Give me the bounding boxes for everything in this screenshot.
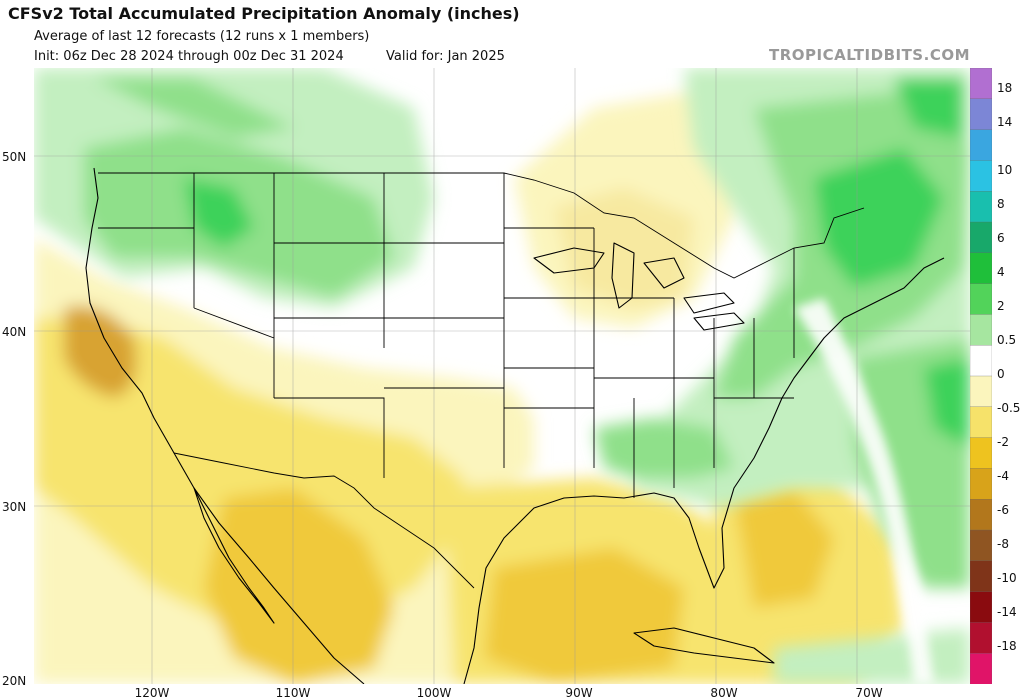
colorbar-swatch: [970, 591, 992, 624]
dry-california-core: [64, 306, 137, 398]
colorbar-swatch: [970, 221, 992, 254]
colorbar-swatch: [970, 314, 992, 346]
colorbar: [970, 68, 992, 684]
colorbar-swatch: [970, 252, 992, 285]
brand-watermark[interactable]: TROPICALTIDBITS.COM: [769, 46, 970, 64]
precipitation-anomaly-map: [34, 68, 970, 684]
colorbar-label: -18: [997, 639, 1017, 653]
colorbar-swatch: [970, 129, 992, 162]
lon-label-120w: 120W: [134, 686, 170, 700]
colorbar-label: -4: [997, 469, 1009, 483]
lon-label-110w: 110W: [275, 686, 311, 700]
us-mexico-border: [173, 452, 475, 589]
colorbar-swatch: [970, 345, 992, 377]
dry-atlantic-core: [734, 488, 834, 608]
gulf-coastline: [463, 257, 945, 684]
colorbar-label: 0.5: [997, 333, 1017, 347]
wet-idaho-core: [184, 178, 254, 248]
colorbar-label: 8: [997, 197, 1005, 211]
state-lines: [98, 173, 795, 498]
colorbar-swatch: [970, 283, 992, 316]
wet-canada-north: [94, 78, 294, 138]
graticule: [34, 68, 970, 684]
wet-atlantic-core: [924, 358, 970, 448]
lat-label-40n: 40N: [2, 325, 27, 339]
lon-label-100w: 100W: [416, 686, 452, 700]
wet-new-england-core: [814, 148, 944, 288]
dry-gulf-core: [484, 548, 684, 684]
colorbar-swatch: [970, 560, 992, 593]
colorbar-swatch: [970, 68, 992, 100]
colorbar-swatch: [970, 468, 992, 500]
colorbar-label: 0: [997, 367, 1005, 381]
lat-label-50n: 50N: [2, 150, 27, 164]
colorbar-label: -6: [997, 503, 1009, 517]
map-subtitle: Average of last 12 forecasts (12 runs x …: [34, 29, 370, 44]
colorbar-swatch: [970, 160, 992, 192]
neutral-atlantic-band: [794, 298, 934, 684]
wet-anomaly-regions: [34, 68, 970, 684]
colorbar-label: 2: [997, 299, 1005, 313]
colorbar-label: 10: [997, 163, 1013, 177]
lat-label-20n: 20N: [2, 674, 27, 688]
lat-label-30n: 30N: [2, 500, 27, 514]
colorbar-label: 14: [997, 115, 1013, 129]
colorbar-label: -8: [997, 537, 1009, 551]
colorbar-label: -0.5: [997, 401, 1021, 415]
lon-label-70w: 70W: [855, 686, 883, 700]
colorbar-label: 18: [997, 81, 1013, 95]
colorbar-swatch: [970, 406, 992, 439]
dry-anomaly-regions: [34, 88, 904, 684]
valid-time: Valid for: Jan 2025: [386, 49, 505, 64]
colorbar-swatch: [970, 437, 992, 470]
colorbar-swatch: [970, 653, 992, 684]
wet-canada-east-core: [894, 78, 964, 138]
wet-southeast-tongue: [594, 418, 734, 478]
colorbar-swatch: [970, 375, 992, 408]
west-coastline: [85, 167, 365, 684]
colorbar-swatch: [970, 98, 992, 131]
cuba-coastline: [633, 627, 775, 664]
colorbar-swatch: [970, 499, 992, 531]
colorbar-swatch: [970, 529, 992, 562]
baja-coastline: [193, 487, 275, 624]
colorbar-swatch: [970, 191, 992, 223]
lon-label-90w: 90W: [565, 686, 593, 700]
lon-label-80w: 80W: [710, 686, 738, 700]
colorbar-label: -14: [997, 605, 1017, 619]
coastlines: [85, 167, 945, 684]
colorbar-label: 4: [997, 265, 1005, 279]
colorbar-label: 6: [997, 231, 1005, 245]
map-title: CFSv2 Total Accumulated Precipitation An…: [8, 4, 520, 23]
init-time: Init: 06z Dec 28 2024 through 00z Dec 31…: [34, 49, 344, 64]
colorbar-label: -10: [997, 571, 1017, 585]
colorbar-swatch: [970, 622, 992, 654]
dry-mexico-core: [204, 488, 394, 684]
colorbar-label: -2: [997, 435, 1009, 449]
borders: [98, 172, 865, 589]
us-canada-border: [98, 172, 865, 279]
great-lakes: [533, 242, 745, 331]
